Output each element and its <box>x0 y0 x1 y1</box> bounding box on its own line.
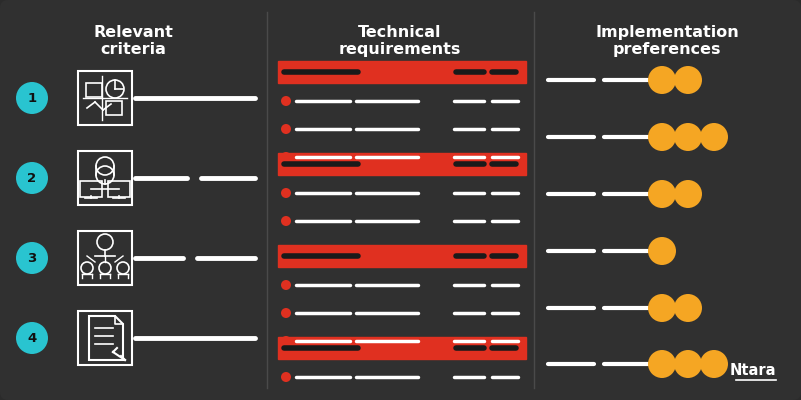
Circle shape <box>674 123 702 151</box>
Bar <box>278 61 526 83</box>
Circle shape <box>281 336 291 346</box>
Bar <box>278 337 526 359</box>
Circle shape <box>281 188 291 198</box>
Circle shape <box>16 242 48 274</box>
Circle shape <box>281 152 291 162</box>
Circle shape <box>281 308 291 318</box>
Circle shape <box>674 350 702 378</box>
Circle shape <box>648 180 676 208</box>
Text: 1: 1 <box>27 92 37 104</box>
Circle shape <box>674 294 702 322</box>
Circle shape <box>700 350 728 378</box>
Circle shape <box>674 66 702 94</box>
Text: Relevant
criteria: Relevant criteria <box>93 25 173 57</box>
Circle shape <box>648 66 676 94</box>
Bar <box>278 153 526 175</box>
Text: Implementation
preferences: Implementation preferences <box>595 25 739 57</box>
Circle shape <box>648 237 676 265</box>
Bar <box>278 245 526 267</box>
Circle shape <box>674 180 702 208</box>
Text: 2: 2 <box>27 172 37 184</box>
Circle shape <box>648 123 676 151</box>
Circle shape <box>648 350 676 378</box>
Circle shape <box>16 322 48 354</box>
Circle shape <box>281 372 291 382</box>
Circle shape <box>281 124 291 134</box>
Circle shape <box>281 96 291 106</box>
Circle shape <box>648 294 676 322</box>
Circle shape <box>16 162 48 194</box>
Text: 3: 3 <box>27 252 37 264</box>
Circle shape <box>281 280 291 290</box>
Text: Technical
requirements: Technical requirements <box>339 25 461 57</box>
Circle shape <box>700 123 728 151</box>
Circle shape <box>281 216 291 226</box>
Circle shape <box>16 82 48 114</box>
Text: Ntara: Ntara <box>730 363 776 378</box>
Text: 4: 4 <box>27 332 37 344</box>
